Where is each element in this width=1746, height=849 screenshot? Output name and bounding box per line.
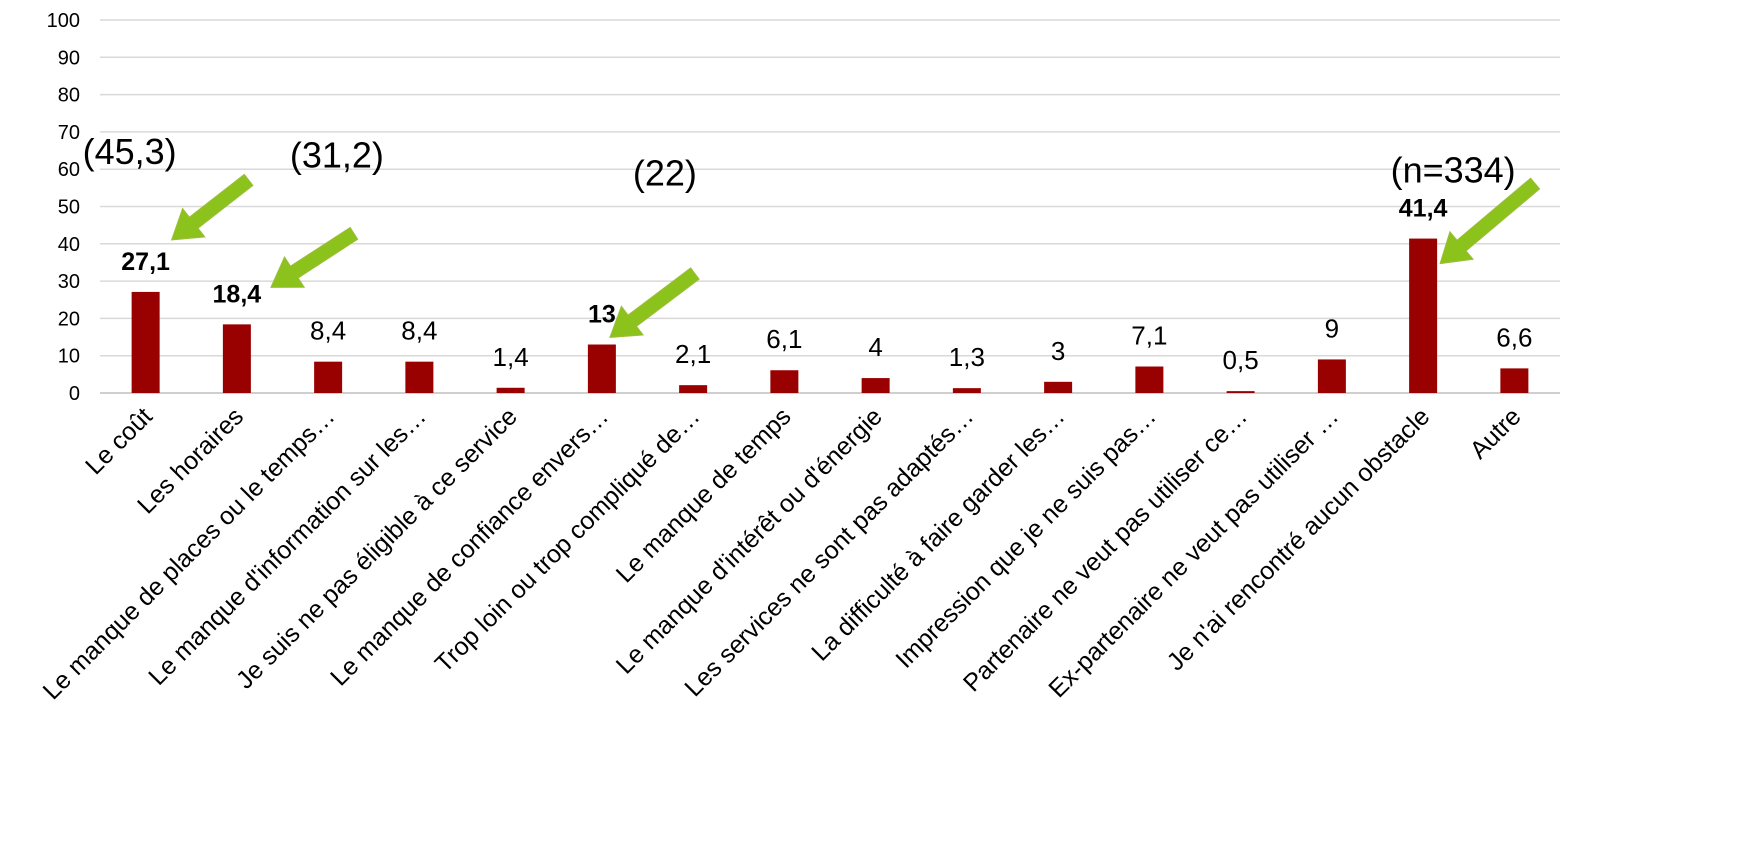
- y-tick-label: 90: [58, 47, 80, 69]
- y-tick-label: 80: [58, 85, 80, 107]
- y-tick-label: 0: [69, 383, 80, 405]
- annotation-label: (45,3): [83, 131, 177, 172]
- data-label: 18,4: [213, 280, 262, 308]
- y-tick-label: 20: [58, 308, 80, 330]
- bar: [131, 291, 160, 393]
- annotation-arrow: [609, 267, 700, 339]
- bars-layer: [131, 238, 1529, 393]
- data-label: 0,5: [1223, 345, 1259, 375]
- bar: [1409, 238, 1438, 393]
- annotations-layer: (45,3) (31,2) (22) (n=334): [83, 131, 1541, 339]
- annotation-label: (n=334): [1391, 150, 1516, 191]
- y-tick-label: 40: [58, 234, 80, 256]
- x-tick-label: Le coût: [80, 402, 158, 480]
- data-label: 13: [588, 301, 616, 329]
- bar: [1317, 359, 1346, 393]
- data-label: 3: [1051, 336, 1065, 366]
- data-label: 6,6: [1496, 322, 1532, 352]
- y-axis-ticks: 0 10 20 30 40 50 60 70 80 90 100: [47, 10, 80, 405]
- y-tick-label: 70: [58, 122, 80, 144]
- bar: [1044, 381, 1073, 393]
- data-labels-layer: 27,1 18,4 8,4 8,4 1,4 13 2,1 6,1 4 1,3 3 7,1 0,5 9 41,…: [121, 195, 1532, 376]
- data-label: 1,4: [493, 342, 529, 372]
- annotation-arrow: [1439, 177, 1541, 265]
- data-label: 27,1: [121, 248, 170, 276]
- bar: [1500, 368, 1529, 393]
- y-tick-label: 30: [58, 271, 80, 293]
- annotation-arrow: [270, 226, 359, 288]
- y-tick-label: 10: [58, 346, 80, 368]
- bar: [496, 387, 525, 393]
- data-label: 8,4: [401, 316, 437, 346]
- bar: [861, 378, 890, 393]
- y-tick-label: 50: [58, 197, 80, 219]
- data-label: 9: [1325, 313, 1339, 343]
- y-tick-label: 60: [58, 159, 80, 181]
- x-tick-label: Le manque de temps: [611, 402, 797, 588]
- data-label: 8,4: [310, 316, 346, 346]
- data-label: 6,1: [766, 324, 802, 354]
- bar: [405, 361, 434, 393]
- bar: [314, 361, 343, 393]
- bar: [770, 370, 799, 393]
- data-label: 4: [868, 332, 882, 362]
- annotation-label: (31,2): [290, 134, 384, 175]
- bar: [679, 385, 708, 393]
- data-label: 41,4: [1399, 195, 1448, 223]
- data-label: 2,1: [675, 339, 711, 369]
- x-tick-label: Autre: [1465, 402, 1527, 464]
- annotation-arrow: [170, 173, 254, 241]
- bar: [1135, 366, 1164, 393]
- data-label: 7,1: [1131, 321, 1167, 351]
- annotation-label: (22): [633, 153, 697, 194]
- bar: [952, 388, 981, 393]
- grid-layer: [100, 19, 1560, 394]
- bar: [1226, 391, 1255, 393]
- bar: [587, 344, 616, 393]
- y-tick-label: 100: [47, 10, 80, 32]
- data-label: 1,3: [949, 342, 985, 372]
- bar: [222, 324, 251, 393]
